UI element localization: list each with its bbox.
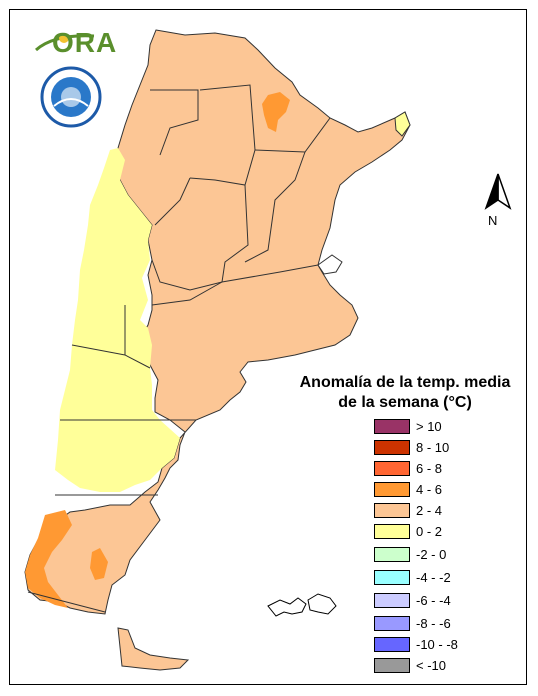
legend-title-line1: Anomalía de la temp. media [299,374,511,391]
legend-label: 6 - 8 [416,461,443,476]
legend-label: -6 - -4 [416,593,451,608]
region-anomaly-0-2-west [55,148,180,492]
legend-title: Anomalía de la temp. media de la semana … [292,373,518,413]
legend-item: 2 - 4 [374,502,442,519]
legend-item: -8 - -6 [374,615,451,632]
legend-label: < -10 [416,658,446,673]
legend-item: -4 - -2 [374,569,451,586]
region-anomaly-4-6-santa-cruz [90,548,108,580]
legend-swatch [374,658,410,673]
region-anomaly-4-6-patagonia [25,510,72,608]
north-arrow-icon [484,173,512,210]
rio-de-la-plata [317,254,343,275]
legend-label: 2 - 4 [416,503,443,518]
legend-label: -10 - -8 [416,637,458,652]
province-boundaries [27,84,331,613]
legend-item: -2 - 0 [374,546,446,563]
legend-item: -10 - -8 [374,636,458,653]
legend-item: 4 - 6 [374,481,442,498]
map-frame [9,9,527,685]
malvinas-islands [267,593,337,617]
legend-item: 6 - 8 [374,460,442,477]
legend-label: > 10 [416,419,442,434]
north-label: N [488,213,498,228]
legend-label: 4 - 6 [416,482,443,497]
legend-item: 8 - 10 [374,439,449,456]
legend-swatch [374,503,410,518]
region-anomaly-0-2-misiones [394,111,411,137]
legend-swatch [374,547,410,562]
legend-item: -6 - -4 [374,592,451,609]
legend-swatch [374,637,410,652]
legend-swatch [374,524,410,539]
legend-swatch [374,440,410,455]
region-anomaly-4-6-north [262,92,290,132]
region-anomaly-2-4-tierra-del-fuego [117,627,190,671]
legend-label: -2 - 0 [416,547,447,562]
legend-label: 0 - 2 [416,524,443,539]
legend-swatch [374,419,410,434]
legend-swatch [374,482,410,497]
legend-swatch [374,570,410,585]
region-anomaly-2-4-mainland [24,29,411,615]
smn-seal-icon [40,66,102,128]
legend-swatch [374,593,410,608]
legend-title-line2: de la semana (°C) [338,394,472,411]
ora-logo-text: ORA [52,27,118,58]
legend-item: 0 - 2 [374,523,442,540]
legend-label: -4 - -2 [416,570,451,585]
legend-swatch [374,616,410,631]
ora-logo-swoosh-icon [35,33,95,52]
legend-swatch [374,461,410,476]
legend-label: -8 - -6 [416,616,451,631]
legend-item: > 10 [374,418,442,435]
legend-item: < -10 [374,657,446,674]
legend-label: 8 - 10 [416,440,450,455]
